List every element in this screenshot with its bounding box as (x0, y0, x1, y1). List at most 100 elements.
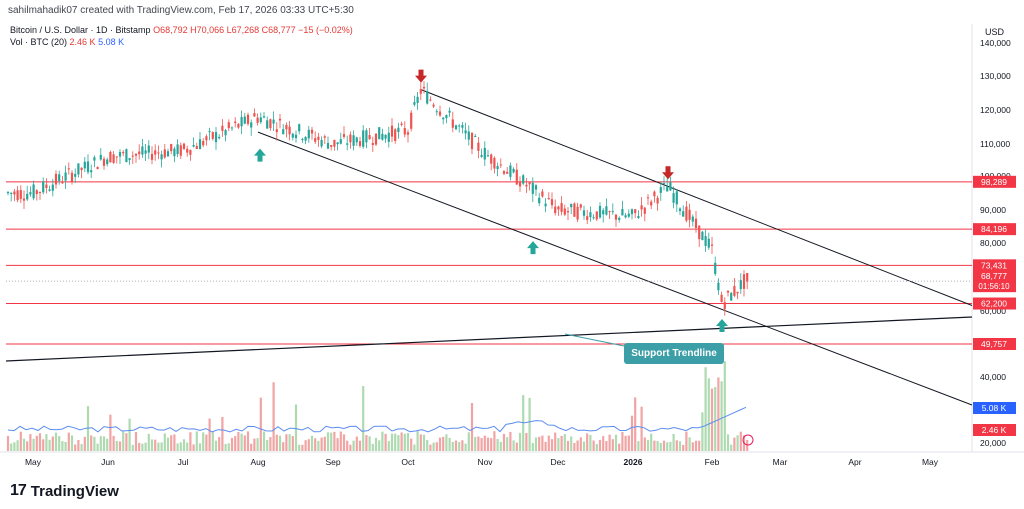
candle (176, 144, 179, 154)
volume-group (6, 361, 749, 451)
volume-bar (630, 415, 634, 451)
candle (378, 127, 381, 140)
volume-bar (397, 435, 400, 451)
y-tick-label: 120,000 (980, 105, 1011, 115)
volume-bar (611, 439, 614, 451)
volume-bar (512, 440, 515, 451)
volume-bar (451, 441, 454, 451)
candle (269, 119, 272, 129)
volume-bar (464, 443, 467, 451)
candle (624, 215, 627, 218)
volume-bar (467, 432, 470, 451)
candle (528, 182, 531, 185)
volume-bar (42, 439, 45, 451)
volume-bar (256, 438, 259, 451)
up-arrow-marker (527, 241, 539, 255)
support-trendline-label: Support Trendline (624, 343, 724, 364)
top-bar: sahilmahadik07 created with TradingView.… (0, 0, 1024, 24)
candle (10, 192, 13, 194)
candle (221, 125, 224, 131)
candle (650, 201, 653, 206)
volume-bar (525, 432, 528, 451)
volume-bar (109, 414, 112, 451)
volume-bar (243, 435, 246, 451)
volume-bar (640, 406, 643, 451)
volume-bar (218, 437, 221, 451)
volume-bar (13, 442, 16, 451)
candle (387, 132, 390, 142)
volume-bar (134, 431, 138, 451)
volume-bar (624, 435, 627, 451)
volume-bar (710, 388, 714, 451)
volume-bar (19, 431, 22, 451)
candle (80, 167, 83, 171)
volume-bar (576, 440, 579, 451)
candle (614, 214, 618, 220)
volume-bar (550, 439, 554, 451)
candle (506, 171, 509, 174)
candle (202, 141, 205, 146)
x-tick-label: Apr (848, 457, 861, 467)
tradingview-logo-icon: 17 (10, 482, 27, 499)
volume-bar (51, 436, 54, 451)
candle (640, 205, 643, 210)
level-price-label: 62,200 (981, 299, 1007, 309)
candle (301, 138, 304, 141)
support-trendline (5, 316, 973, 362)
volume-bar (176, 443, 179, 451)
candle (598, 205, 602, 218)
volume-bar (234, 436, 237, 451)
volume-bar (429, 444, 432, 451)
candle (150, 154, 154, 160)
candle (102, 158, 106, 166)
candle (461, 125, 464, 128)
candle (656, 197, 659, 204)
volume-bar (304, 440, 307, 451)
candle (627, 213, 630, 217)
volume-bar (90, 435, 93, 451)
candle (390, 125, 394, 137)
volume-bar (74, 444, 77, 451)
volume-bar (602, 436, 605, 451)
volume-bar (518, 432, 522, 451)
candle (326, 142, 330, 149)
last-price-label: 68,777 (981, 271, 1007, 281)
candle (42, 181, 45, 193)
candle (723, 302, 726, 310)
candle (13, 191, 16, 195)
candle (451, 119, 454, 128)
volume-bar (138, 442, 141, 451)
volume-bar (221, 416, 224, 451)
volume-bar (246, 431, 250, 451)
candle (275, 129, 278, 133)
volume-bar (368, 436, 371, 451)
volume-bar (419, 434, 422, 451)
candle (464, 130, 467, 134)
volume-bar (614, 434, 618, 451)
volume-bar (579, 437, 582, 451)
volume-bar (592, 440, 595, 451)
volume-bar (458, 441, 461, 451)
volume-bar (662, 440, 666, 451)
volume-bar (563, 434, 566, 451)
volume-bar (64, 441, 67, 451)
volume-bar (541, 435, 544, 451)
level-price-label: 49,757 (981, 339, 1007, 349)
volume-bar (454, 440, 458, 451)
candle (282, 129, 285, 135)
candle (518, 181, 522, 187)
volume-value-a: 2.46 K (69, 37, 96, 47)
candle (70, 172, 74, 182)
candle (99, 154, 102, 160)
candle (435, 111, 438, 113)
candle (259, 117, 262, 123)
volume-bar (112, 435, 115, 451)
candle (128, 158, 131, 160)
candle (90, 170, 93, 173)
volume-bar (701, 412, 704, 451)
candle (253, 113, 256, 117)
volume-bar (122, 431, 125, 451)
candle (413, 102, 416, 105)
candle (445, 115, 448, 119)
